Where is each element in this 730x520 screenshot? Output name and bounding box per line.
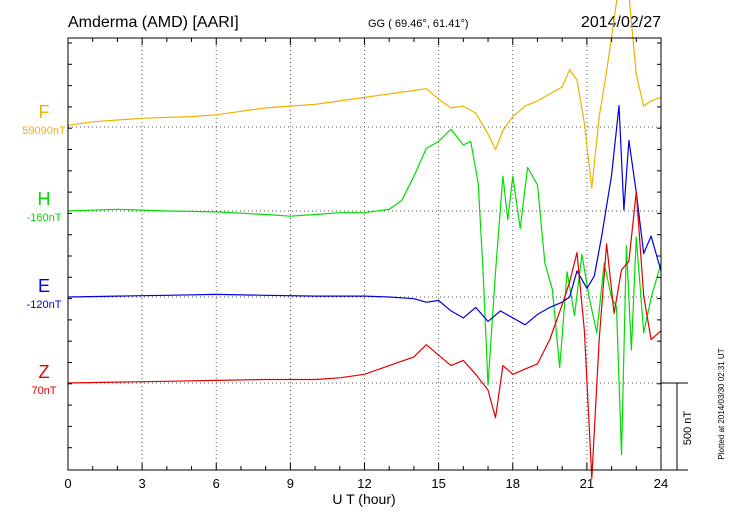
x-tick-label: 18	[506, 476, 520, 491]
x-tick-label: 3	[139, 476, 146, 491]
x-tick-label: 12	[357, 476, 371, 491]
x-tick-label: 24	[654, 476, 668, 491]
x-tick-label: 21	[580, 476, 594, 491]
x-tick-label: 15	[431, 476, 445, 491]
axes-layer: 0 3 6 9 12 15 18 21 24	[64, 37, 668, 491]
series-h-label: H	[38, 189, 51, 209]
x-tick-label: 0	[64, 476, 71, 491]
series-h-baseline-label: -160nT	[27, 212, 62, 224]
series-e-line	[67, 104, 662, 326]
series-z-line	[67, 191, 662, 480]
series-f-baseline-label: 59090nT	[22, 125, 66, 137]
scale-bar-label: 500 nT	[682, 411, 694, 446]
series-z-label: Z	[39, 362, 50, 382]
geographic-coords: GG ( 69.46°, 61.41°)	[368, 18, 469, 30]
plotted-timestamp: Plotted at 2014/03/30 02:31 UT	[717, 348, 726, 459]
series-f-label: F	[39, 102, 50, 122]
series-e-label: E	[38, 276, 50, 296]
station-title: Amderma (AMD) [AARI]	[68, 14, 239, 31]
series-e-baseline-label: -120nT	[27, 299, 62, 311]
series-labels: F 59090nT H -160nT E -120nT Z 70nT	[22, 102, 66, 397]
scale-bar: 500 nT	[661, 382, 694, 471]
x-tick-label: 6	[213, 476, 220, 491]
series-f-line	[67, 0, 662, 189]
chart-date: 2014/02/27	[581, 14, 661, 31]
gridlines	[68, 38, 661, 470]
x-axis-title: U T (hour)	[332, 491, 395, 507]
x-tick-label: 9	[287, 476, 294, 491]
series-h-line	[67, 128, 662, 456]
series-z-baseline-label: 70nT	[31, 385, 56, 397]
series-layer	[67, 0, 662, 480]
